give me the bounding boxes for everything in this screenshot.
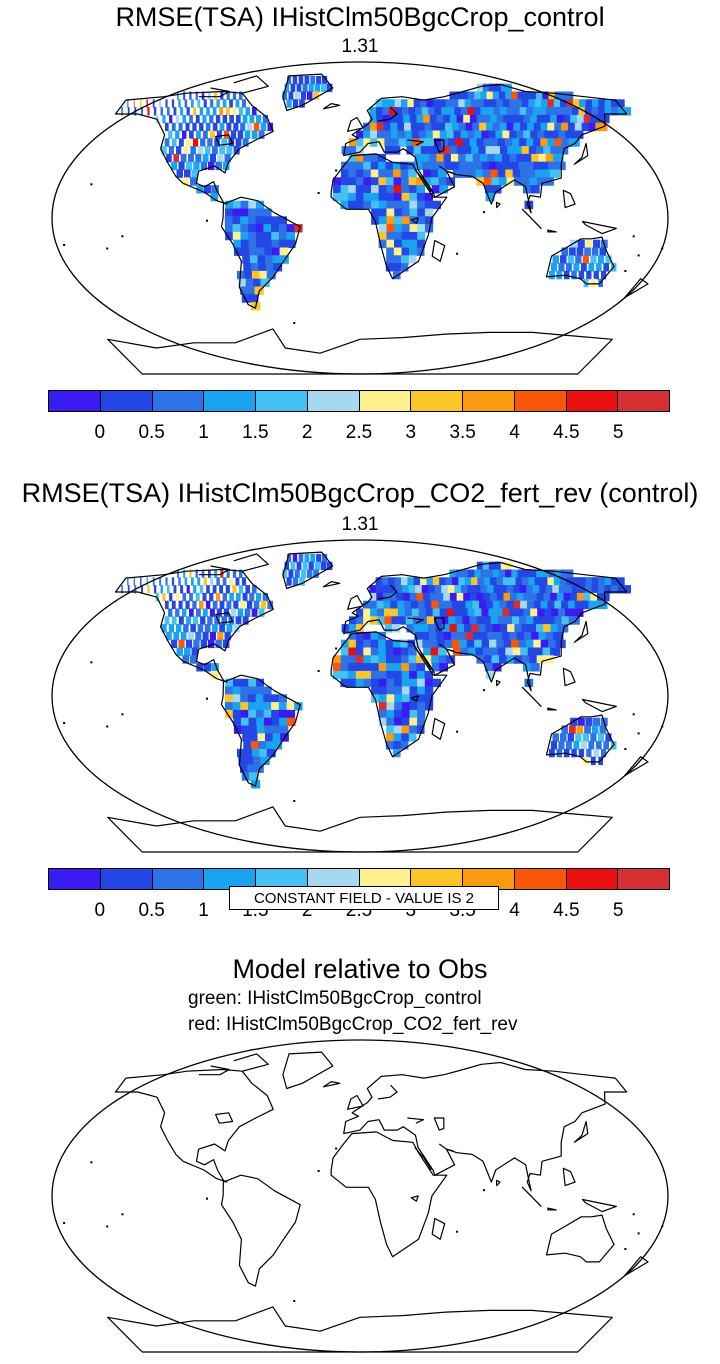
colorbar-tick-label: 0: [94, 900, 106, 921]
panel2-title: RMSE(TSA) IHistClm50BgcCrop_CO2_fert_rev…: [21, 478, 699, 508]
colorbar-box: [618, 869, 669, 889]
colorbar-box: [411, 391, 463, 411]
colorbar-box: [514, 391, 567, 411]
colorbar-box: [566, 391, 619, 411]
coastlines: [107, 551, 649, 853]
panel3-title: Model relative to Obs: [232, 954, 488, 984]
colorbar-tick-label: 0.5: [138, 900, 165, 921]
colorbar-box: [307, 391, 360, 411]
panel2-global-value: 1.31: [341, 514, 379, 535]
colorbar-tick-label: 1: [198, 900, 209, 921]
colorbar-tick-label: 2.5: [345, 422, 373, 443]
map-border: [51, 539, 669, 853]
colorbar-box: [566, 869, 619, 889]
colorbar-tick-label: 2: [301, 900, 313, 921]
panel2-map: [51, 539, 669, 853]
map-border: [51, 61, 669, 375]
colorbar-box: [514, 869, 567, 889]
colorbar-box: [49, 391, 101, 411]
colorbar-box: [49, 869, 101, 889]
colorbar-box: [256, 391, 308, 411]
colorbar-box: [359, 869, 412, 889]
coastlines: [107, 73, 649, 375]
colorbar-tick-label: 3: [405, 422, 417, 443]
colorbar-tick-label: 0: [94, 422, 106, 443]
legend-green-text: green: IHistClm50BgcCrop_control: [188, 988, 482, 1009]
panel3-map: [51, 1039, 669, 1353]
panel2-colorbar: [48, 868, 670, 890]
colorbar-box: [359, 391, 412, 411]
colorbar-tick-label: 1.5: [242, 422, 269, 443]
colorbar-box: [463, 869, 515, 889]
map-border: [51, 1039, 669, 1353]
panel1-title: RMSE(TSA) IHistClm50BgcCrop_control: [115, 2, 605, 32]
legend-red-text: red: IHistClm50BgcCrop_CO2_fert_rev: [188, 1014, 518, 1035]
colorbar-tick-label: 3: [405, 900, 417, 921]
colorbar-box: [256, 869, 308, 889]
rmse-field: [121, 553, 631, 789]
colorbar-box: [204, 869, 256, 889]
colorbar-tick-label: 5: [612, 422, 624, 443]
small-islands: [63, 1147, 664, 1302]
colorbar-tick-label: 5: [612, 900, 624, 921]
colorbar-tick-label: 4.5: [553, 900, 580, 921]
colorbar-tick-label: 4.5: [553, 422, 580, 443]
colorbar-box: [100, 869, 153, 889]
colorbar-tick-label: 4: [509, 900, 520, 921]
colorbar-box: [100, 391, 153, 411]
colorbar-box: [307, 869, 360, 889]
small-islands: [63, 169, 664, 324]
colorbar-box: [152, 391, 205, 411]
colorbar-box: [152, 869, 205, 889]
colorbar-box: [204, 391, 256, 411]
colorbar-tick-label: 3.5: [449, 422, 476, 443]
colorbar-tick-label: 4: [509, 422, 520, 443]
panel1-colorbar: [48, 390, 670, 412]
panel1-colorbar-labels: 0 0.5 1 1.5 2 2.5 3 3.5 4 4.5 5: [48, 422, 670, 448]
panel1-map: [51, 61, 669, 375]
coastlines: [107, 1051, 649, 1353]
colorbar-tick-label: 1: [198, 422, 209, 443]
panel1-global-value: 1.31: [341, 36, 379, 57]
rmse-field: [121, 75, 631, 311]
constant-field-note: CONSTANT FIELD - VALUE IS 2: [229, 886, 499, 910]
colorbar-box: [411, 869, 463, 889]
colorbar-box: [618, 391, 669, 411]
colorbar-tick-label: 0.5: [138, 422, 165, 443]
colorbar-box: [463, 391, 515, 411]
colorbar-tick-label: 2: [301, 422, 313, 443]
